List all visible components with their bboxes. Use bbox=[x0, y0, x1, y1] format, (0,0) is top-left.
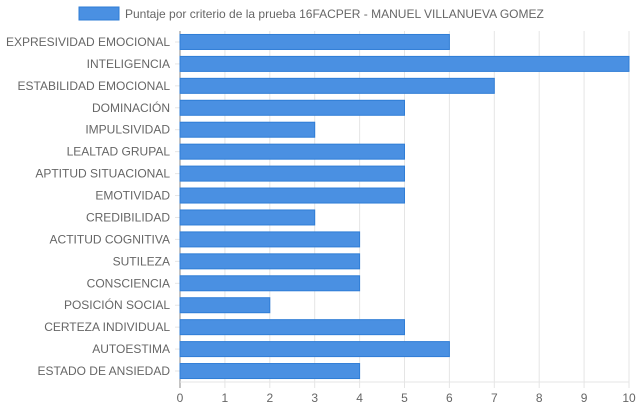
y-tick-label: EMOTIVIDAD bbox=[95, 189, 170, 203]
bar[interactable] bbox=[179, 363, 361, 380]
legend-swatch bbox=[78, 6, 120, 21]
y-axis-labels: EXPRESIVIDAD EMOCIONAL INTELIGENCIA ESTABI… bbox=[6, 35, 170, 378]
y-tick-label: ESTADO DE ANSIEDAD bbox=[38, 364, 171, 378]
bar[interactable] bbox=[179, 253, 361, 270]
bar[interactable] bbox=[179, 319, 405, 336]
x-axis-labels: 0 1 2 3 4 5 6 7 8 9 10 bbox=[177, 391, 636, 405]
bar[interactable] bbox=[179, 209, 316, 226]
x-tick-label: 9 bbox=[581, 391, 588, 405]
y-tick-label: CONSCIENCIA bbox=[87, 276, 170, 290]
bar[interactable] bbox=[179, 77, 495, 94]
x-tick-label: 10 bbox=[622, 391, 636, 405]
y-tick-label: EXPRESIVIDAD EMOCIONAL bbox=[6, 35, 170, 49]
bar[interactable] bbox=[179, 297, 271, 314]
y-tick-label: INTELIGENCIA bbox=[87, 57, 170, 71]
bar[interactable] bbox=[179, 165, 405, 182]
y-tick-label: ESTABILIDAD EMOCIONAL bbox=[18, 79, 171, 93]
y-tick-label: POSICIÓN SOCIAL bbox=[64, 297, 170, 312]
y-tick-label: APTITUD SITUACIONAL bbox=[35, 167, 170, 181]
bar[interactable] bbox=[179, 187, 405, 204]
x-tick-label: 8 bbox=[536, 391, 543, 405]
bar[interactable] bbox=[179, 99, 405, 116]
y-tick-label: AUTOESTIMA bbox=[92, 342, 170, 356]
x-tick-label: 3 bbox=[311, 391, 318, 405]
x-tick-label: 6 bbox=[446, 391, 453, 405]
y-tick-label: DOMINACIÓN bbox=[92, 100, 170, 115]
y-tick-label: LEALTAD GRUPAL bbox=[67, 145, 171, 159]
legend[interactable]: Puntaje por criterio de la prueba 16FACP… bbox=[78, 6, 544, 21]
bars bbox=[179, 33, 630, 380]
bar[interactable] bbox=[179, 341, 450, 358]
x-tick-label: 1 bbox=[222, 391, 229, 405]
y-tick-label: CERTEZA INDIVIDUAL bbox=[44, 320, 170, 334]
bar[interactable] bbox=[179, 33, 450, 50]
bar[interactable] bbox=[179, 231, 361, 248]
y-tick-label: IMPULSIVIDAD bbox=[85, 123, 170, 137]
x-tick-label: 5 bbox=[401, 391, 408, 405]
y-tick-label: ACTITUD COGNITIVA bbox=[50, 232, 170, 246]
y-tick-label: CREDIBILIDAD bbox=[86, 210, 170, 224]
bar[interactable] bbox=[179, 275, 361, 292]
x-tick-label: 7 bbox=[491, 391, 498, 405]
x-tick-label: 0 bbox=[177, 391, 184, 405]
y-tick-label: SUTILEZA bbox=[113, 254, 170, 268]
bar[interactable] bbox=[179, 55, 630, 72]
x-tick-label: 4 bbox=[356, 391, 363, 405]
bar[interactable] bbox=[179, 143, 405, 160]
x-tick-label: 2 bbox=[266, 391, 273, 405]
legend-label: Puntaje por criterio de la prueba 16FACP… bbox=[125, 7, 544, 21]
bar[interactable] bbox=[179, 121, 316, 138]
